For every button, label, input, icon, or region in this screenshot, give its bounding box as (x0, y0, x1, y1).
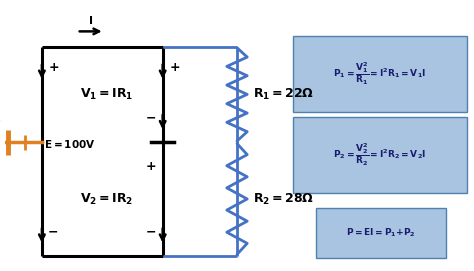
Bar (293, 117, 467, 193)
Text: $\mathbf{E{=}100V}$: $\mathbf{E{=}100V}$ (44, 138, 96, 150)
Text: $\mathbf{P{=}EI{=}P_1{+}P_2}$: $\mathbf{P{=}EI{=}P_1{+}P_2}$ (346, 227, 416, 239)
Text: $\mathbf{R_1{=}22\Omega}$: $\mathbf{R_1{=}22\Omega}$ (253, 87, 314, 102)
Text: +: + (49, 62, 60, 75)
Text: $\mathbf{R_2{=}28\Omega}$: $\mathbf{R_2{=}28\Omega}$ (253, 191, 314, 207)
Text: +: + (170, 62, 180, 75)
Bar (316, 208, 446, 258)
Text: $\mathbf{I}$: $\mathbf{I}$ (88, 14, 93, 26)
Text: −: − (146, 112, 156, 125)
Text: +: + (146, 160, 156, 173)
Text: −: − (146, 225, 156, 238)
Text: $\mathbf{P_2=\dfrac{V_2^2}{R_2}=I^2R_2=V_2I}$: $\mathbf{P_2=\dfrac{V_2^2}{R_2}=I^2R_2=V… (333, 142, 427, 168)
Bar (293, 36, 467, 112)
Text: $\mathbf{V_1{=}IR_1}$: $\mathbf{V_1{=}IR_1}$ (80, 87, 134, 102)
Text: +: + (0, 116, 1, 126)
Text: $\mathbf{P_1=\dfrac{V_1^2}{R_1}=I^2R_1=V_1I}$: $\mathbf{P_1=\dfrac{V_1^2}{R_1}=I^2R_1=V… (333, 61, 427, 87)
Text: $\mathbf{V_2{=}IR_2}$: $\mathbf{V_2{=}IR_2}$ (80, 191, 134, 207)
Text: −: − (47, 225, 58, 238)
